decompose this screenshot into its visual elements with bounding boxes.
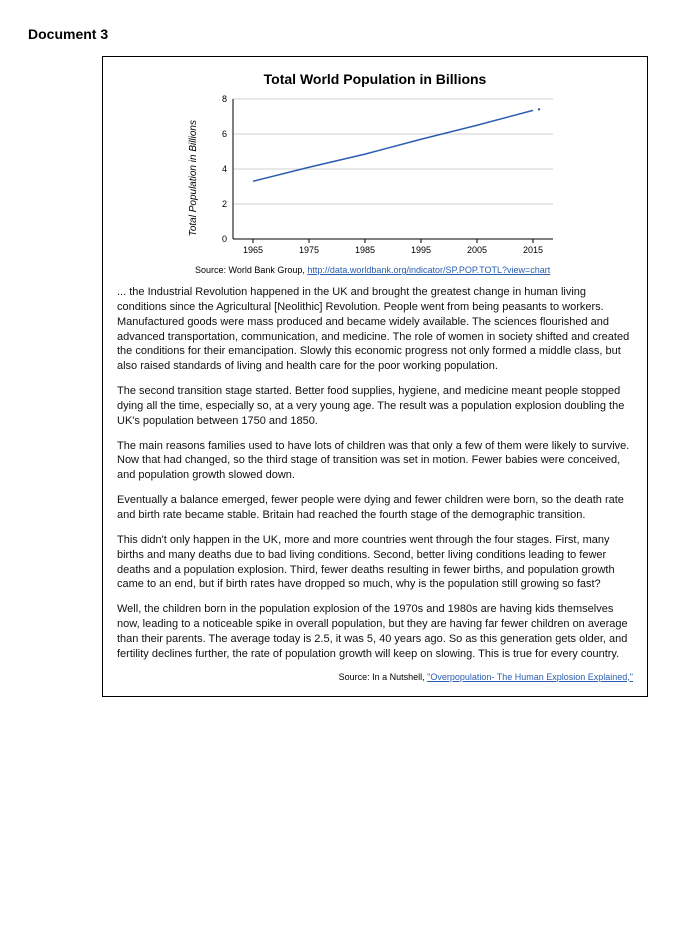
document-heading: Document 3 [28, 26, 652, 42]
svg-text:2005: 2005 [466, 245, 486, 255]
article-paragraph: The second transition stage started. Bet… [117, 384, 633, 429]
chart-container: Total Population in Billions 0 2 4 6 8 1965 19… [117, 93, 633, 263]
chart-y-axis-label: Total Population in Billions [188, 120, 199, 236]
svg-text:1975: 1975 [298, 245, 318, 255]
chart-source-prefix: Source: World Bank Group, [195, 265, 307, 275]
svg-text:1995: 1995 [410, 245, 430, 255]
footer-source-line: Source: In a Nutshell, "Overpopulation- … [117, 672, 633, 682]
svg-text:8: 8 [221, 94, 226, 104]
svg-text:2: 2 [221, 199, 226, 209]
svg-text:4: 4 [221, 164, 226, 174]
article-body: ... the Industrial Revolution happened i… [117, 285, 633, 662]
article-paragraph: Well, the children born in the populatio… [117, 602, 633, 661]
article-paragraph: This didn't only happen in the UK, more … [117, 533, 633, 592]
svg-text:2015: 2015 [522, 245, 542, 255]
article-paragraph: The main reasons families used to have l… [117, 439, 633, 484]
svg-text:0: 0 [221, 234, 226, 244]
document-page: Document 3 Total World Population in Bil… [0, 0, 680, 946]
svg-text:1985: 1985 [354, 245, 374, 255]
article-paragraph: ... the Industrial Revolution happened i… [117, 285, 633, 374]
svg-text:1965: 1965 [242, 245, 262, 255]
content-frame: Total World Population in Billions Total… [102, 56, 648, 697]
svg-text:6: 6 [221, 129, 226, 139]
chart-title: Total World Population in Billions [117, 71, 633, 87]
population-line-chart: 0 2 4 6 8 1965 1975 1985 1995 2005 2015 [203, 93, 563, 263]
chart-source-line: Source: World Bank Group, http://data.wo… [195, 265, 633, 275]
footer-source-link[interactable]: "Overpopulation- The Human Explosion Exp… [427, 672, 633, 682]
footer-source-prefix: Source: In a Nutshell, [339, 672, 428, 682]
article-paragraph: Eventually a balance emerged, fewer peop… [117, 493, 633, 523]
chart-source-link[interactable]: http://data.worldbank.org/indicator/SP.P… [307, 265, 550, 275]
